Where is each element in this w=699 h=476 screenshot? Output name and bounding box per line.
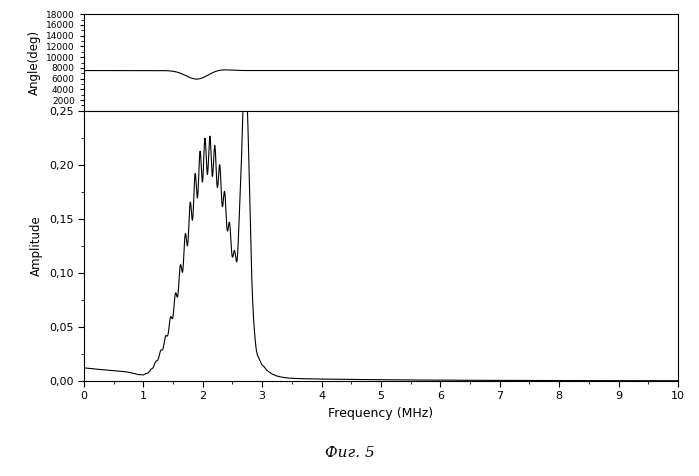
Y-axis label: Amplitude: Amplitude [30, 216, 43, 276]
Text: Фиг. 5: Фиг. 5 [324, 446, 375, 460]
Y-axis label: Angle(deg): Angle(deg) [27, 30, 41, 95]
X-axis label: Frequency (MHz): Frequency (MHz) [329, 407, 433, 420]
